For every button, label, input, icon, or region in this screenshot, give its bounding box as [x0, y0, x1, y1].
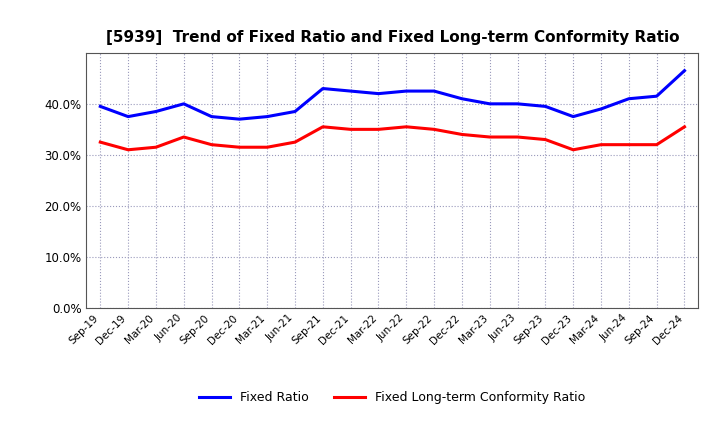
Fixed Ratio: [318, 86, 327, 91]
Fixed Long-term Conformity Ratio: [485, 134, 494, 139]
Fixed Long-term Conformity Ratio: [179, 134, 188, 139]
Fixed Ratio: [624, 96, 633, 101]
Fixed Long-term Conformity Ratio: [152, 145, 161, 150]
Fixed Ratio: [152, 109, 161, 114]
Fixed Ratio: [207, 114, 216, 119]
Fixed Ratio: [235, 117, 243, 122]
Fixed Ratio: [541, 104, 550, 109]
Line: Fixed Ratio: Fixed Ratio: [100, 71, 685, 119]
Fixed Ratio: [374, 91, 383, 96]
Fixed Ratio: [402, 88, 410, 94]
Fixed Ratio: [263, 114, 271, 119]
Fixed Long-term Conformity Ratio: [291, 139, 300, 145]
Fixed Ratio: [458, 96, 467, 101]
Fixed Long-term Conformity Ratio: [458, 132, 467, 137]
Fixed Ratio: [430, 88, 438, 94]
Fixed Long-term Conformity Ratio: [680, 124, 689, 129]
Fixed Long-term Conformity Ratio: [96, 139, 104, 145]
Fixed Long-term Conformity Ratio: [235, 145, 243, 150]
Fixed Ratio: [513, 101, 522, 106]
Fixed Ratio: [569, 114, 577, 119]
Fixed Long-term Conformity Ratio: [597, 142, 606, 147]
Fixed Ratio: [485, 101, 494, 106]
Title: [5939]  Trend of Fixed Ratio and Fixed Long-term Conformity Ratio: [5939] Trend of Fixed Ratio and Fixed Lo…: [106, 29, 679, 45]
Fixed Ratio: [680, 68, 689, 73]
Fixed Long-term Conformity Ratio: [402, 124, 410, 129]
Fixed Long-term Conformity Ratio: [430, 127, 438, 132]
Fixed Long-term Conformity Ratio: [263, 145, 271, 150]
Fixed Ratio: [124, 114, 132, 119]
Fixed Ratio: [652, 94, 661, 99]
Fixed Long-term Conformity Ratio: [513, 134, 522, 139]
Fixed Long-term Conformity Ratio: [207, 142, 216, 147]
Fixed Long-term Conformity Ratio: [374, 127, 383, 132]
Fixed Long-term Conformity Ratio: [318, 124, 327, 129]
Fixed Long-term Conformity Ratio: [569, 147, 577, 152]
Fixed Ratio: [291, 109, 300, 114]
Fixed Ratio: [179, 101, 188, 106]
Fixed Long-term Conformity Ratio: [124, 147, 132, 152]
Fixed Ratio: [96, 104, 104, 109]
Fixed Long-term Conformity Ratio: [652, 142, 661, 147]
Line: Fixed Long-term Conformity Ratio: Fixed Long-term Conformity Ratio: [100, 127, 685, 150]
Fixed Long-term Conformity Ratio: [624, 142, 633, 147]
Legend: Fixed Ratio, Fixed Long-term Conformity Ratio: Fixed Ratio, Fixed Long-term Conformity …: [194, 386, 590, 409]
Fixed Ratio: [597, 106, 606, 112]
Fixed Long-term Conformity Ratio: [346, 127, 355, 132]
Fixed Long-term Conformity Ratio: [541, 137, 550, 142]
Fixed Ratio: [346, 88, 355, 94]
